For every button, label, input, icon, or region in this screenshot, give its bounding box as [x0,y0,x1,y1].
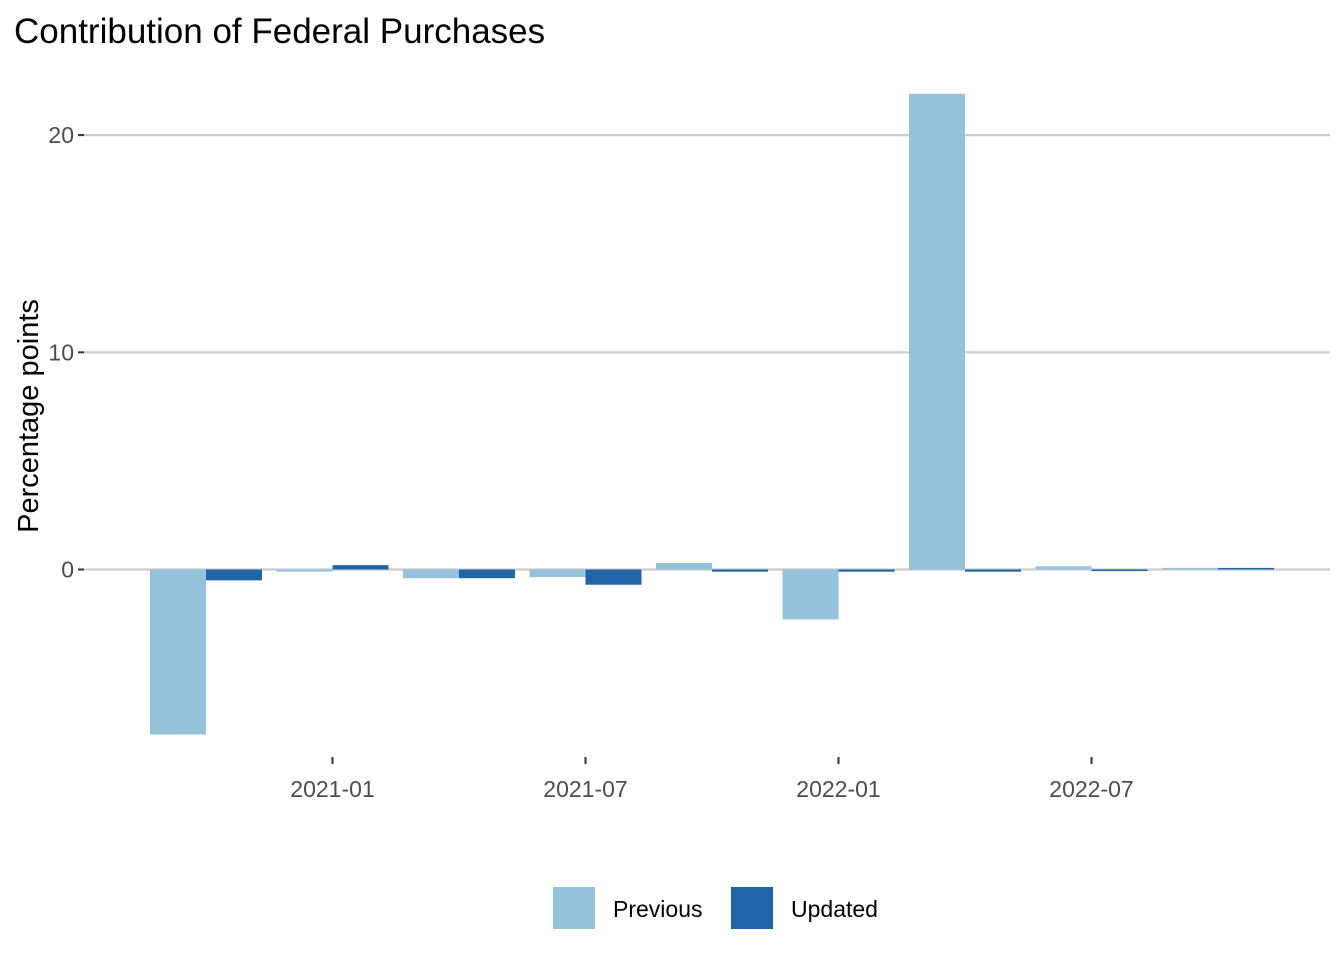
legend-key-previous [553,887,595,929]
bar-updated-2022-10 [1218,567,1274,570]
bar-updated-2021-01 [332,565,389,570]
y-axis: 0 10 20 [48,122,84,583]
chart-title: Contribution of Federal Purchases [14,12,545,51]
y-axis-title: Percentage points [13,299,45,533]
bar-updated-2022-01 [838,569,895,572]
bar-updated-2022-07 [1091,569,1148,572]
x-tick-label-2021-07: 2021-07 [543,776,627,802]
y-tick-label-10: 10 [48,339,74,365]
legend: Previous Updated [553,887,878,929]
grid-lines [84,134,1330,571]
bar-previous-2022-07 [1035,566,1092,570]
legend-label-updated: Updated [791,896,878,922]
y-tick-label-20: 20 [48,122,74,148]
bar-previous-2021-07 [529,569,586,578]
x-tick-label-2022-01: 2022-01 [796,776,880,802]
bar-updated-2022-04 [965,569,1021,572]
bar-updated-2020-10 [206,569,262,581]
bar-previous-2022-01 [782,569,839,620]
x-tick-label-2021-01: 2021-01 [290,776,374,802]
bars [150,93,1274,735]
legend-key-updated [731,887,773,929]
y-tick-label-0: 0 [61,557,74,583]
bar-updated-2021-04 [459,569,515,579]
bar-previous-2022-10 [1162,567,1218,570]
bar-previous-2021-01 [276,569,333,572]
legend-label-previous: Previous [613,896,702,922]
bar-previous-2021-04 [403,569,459,579]
bar-updated-2021-07 [585,569,642,585]
bar-previous-2022-04 [909,93,965,570]
bar-previous-2020-10 [150,569,206,735]
x-axis: 2021-01 2021-07 2022-01 2022-07 [290,757,1134,802]
bar-previous-2021-10 [656,562,712,570]
bar-updated-2021-10 [712,569,768,572]
x-tick-label-2022-07: 2022-07 [1049,776,1133,802]
